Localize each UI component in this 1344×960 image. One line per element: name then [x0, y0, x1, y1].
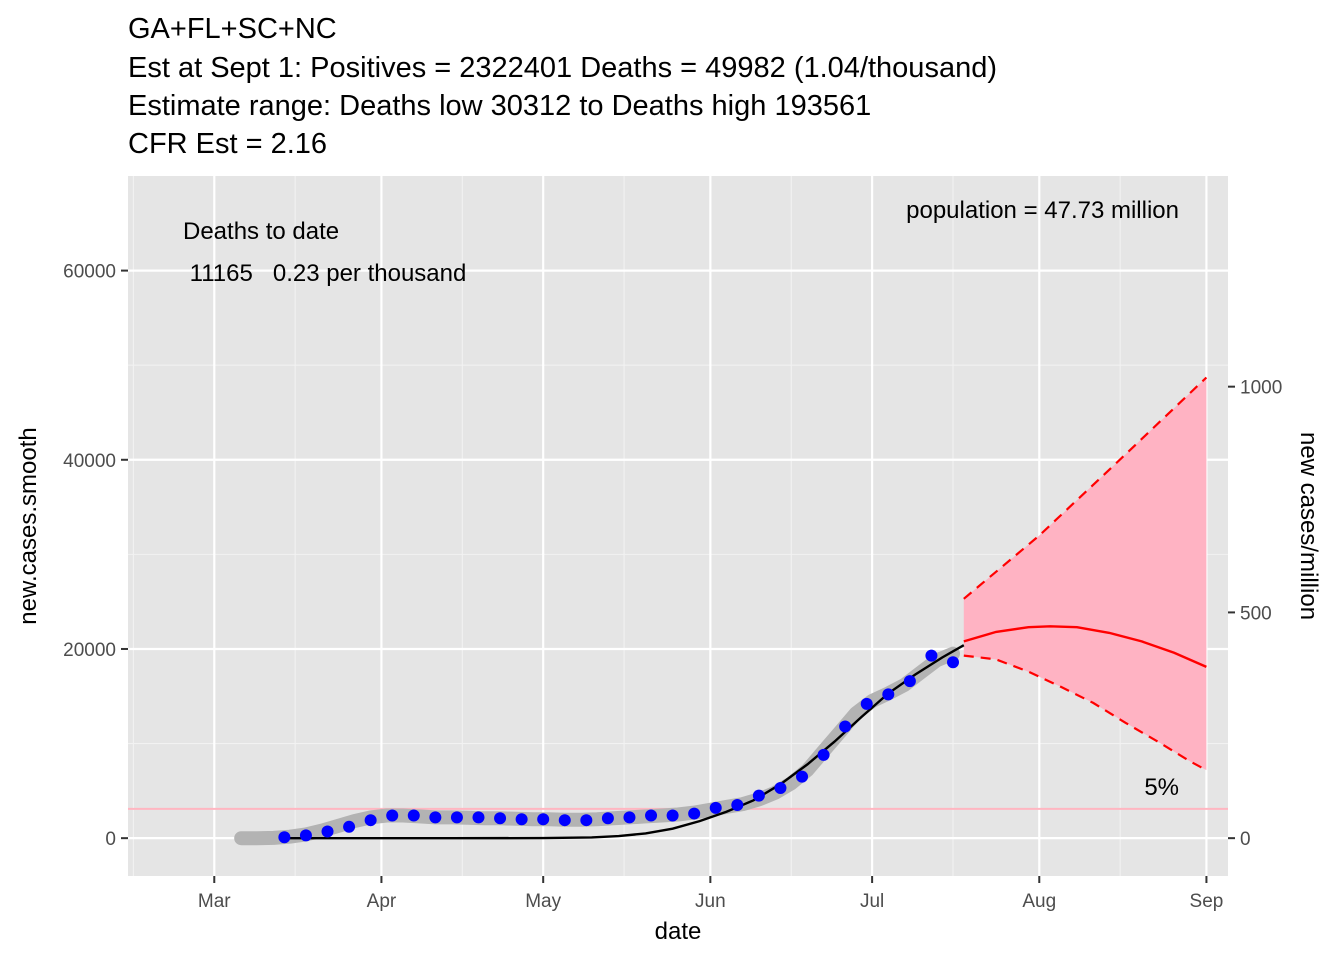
data-point	[321, 825, 334, 838]
data-point	[925, 649, 938, 662]
title-line-2: Est at Sept 1: Positives = 2322401 Death…	[128, 52, 997, 84]
data-point	[903, 675, 916, 688]
data-point	[947, 656, 959, 669]
y-axis-title: new.cases.smooth	[15, 427, 42, 624]
data-point	[386, 809, 399, 822]
data-point	[515, 813, 528, 826]
title-line-1: GA+FL+SC+NC	[128, 13, 337, 45]
data-point	[494, 812, 507, 825]
y2-tick-label: 0	[1240, 829, 1251, 850]
y-tick-label: 40000	[63, 451, 116, 472]
data-point	[817, 748, 830, 761]
x-tick-label: Jul	[860, 891, 884, 912]
data-point	[407, 809, 420, 822]
data-point	[796, 770, 809, 783]
title-line-3: Estimate range: Deaths low 30312 to Deat…	[128, 90, 871, 122]
data-point	[731, 799, 744, 812]
x-tick-label: May	[525, 891, 561, 912]
data-point	[343, 820, 356, 833]
deaths-to-date-value: 11165 0.23 per thousand	[183, 260, 466, 287]
smooth-band-line	[234, 646, 960, 846]
y-tick-label: 60000	[63, 262, 116, 283]
plot-panel	[128, 176, 1228, 876]
y-tick-label: 0	[105, 829, 116, 850]
projection-band	[963, 377, 1207, 771]
data-point	[860, 697, 873, 710]
y-tick-label: 20000	[63, 640, 116, 661]
projection-lower-line	[963, 654, 1207, 772]
data-point	[645, 809, 658, 822]
y2-axis-title: new cases/million	[1295, 432, 1322, 620]
data-point	[839, 720, 852, 733]
population-label: population = 47.73 million	[906, 197, 1179, 224]
data-point	[580, 814, 593, 827]
data-point	[882, 688, 895, 701]
projection-line	[963, 625, 1207, 668]
axes: Mar Apr May Jun Jul Aug Sep 0 20000 40000 60000 0 50…	[63, 262, 1282, 912]
data-point	[537, 813, 550, 826]
y2-tick-label: 1000	[1240, 378, 1282, 399]
data-point	[623, 811, 636, 824]
data-point	[688, 807, 701, 820]
data-point	[472, 811, 485, 824]
chart-title: GA+FL+SC+NC Est at Sept 1: Positives = 2…	[128, 13, 997, 160]
minor-gridlines	[128, 176, 1228, 876]
title-line-4: CFR Est = 2.16	[128, 128, 327, 160]
data-point	[774, 782, 787, 795]
data-point	[450, 811, 463, 824]
data-point	[278, 831, 291, 844]
x-tick-label: Jun	[695, 891, 726, 912]
data-point	[752, 789, 765, 802]
deaths-to-date-label: Deaths to date	[183, 218, 339, 245]
percent-label: 5%	[1144, 774, 1179, 801]
x-axis-title: date	[655, 918, 702, 945]
data-point	[364, 814, 377, 827]
data-point	[299, 829, 312, 842]
data-point	[558, 814, 571, 827]
x-tick-label: Aug	[1022, 891, 1056, 912]
x-tick-label: Mar	[198, 891, 231, 912]
y2-tick-label: 500	[1240, 603, 1272, 624]
data-marks	[128, 376, 1228, 846]
data-point	[666, 809, 679, 822]
data-point	[601, 812, 614, 825]
x-tick-label: Sep	[1190, 891, 1224, 912]
x-tick-label: Apr	[367, 891, 397, 912]
data-point	[429, 811, 442, 824]
data-point	[709, 801, 722, 814]
